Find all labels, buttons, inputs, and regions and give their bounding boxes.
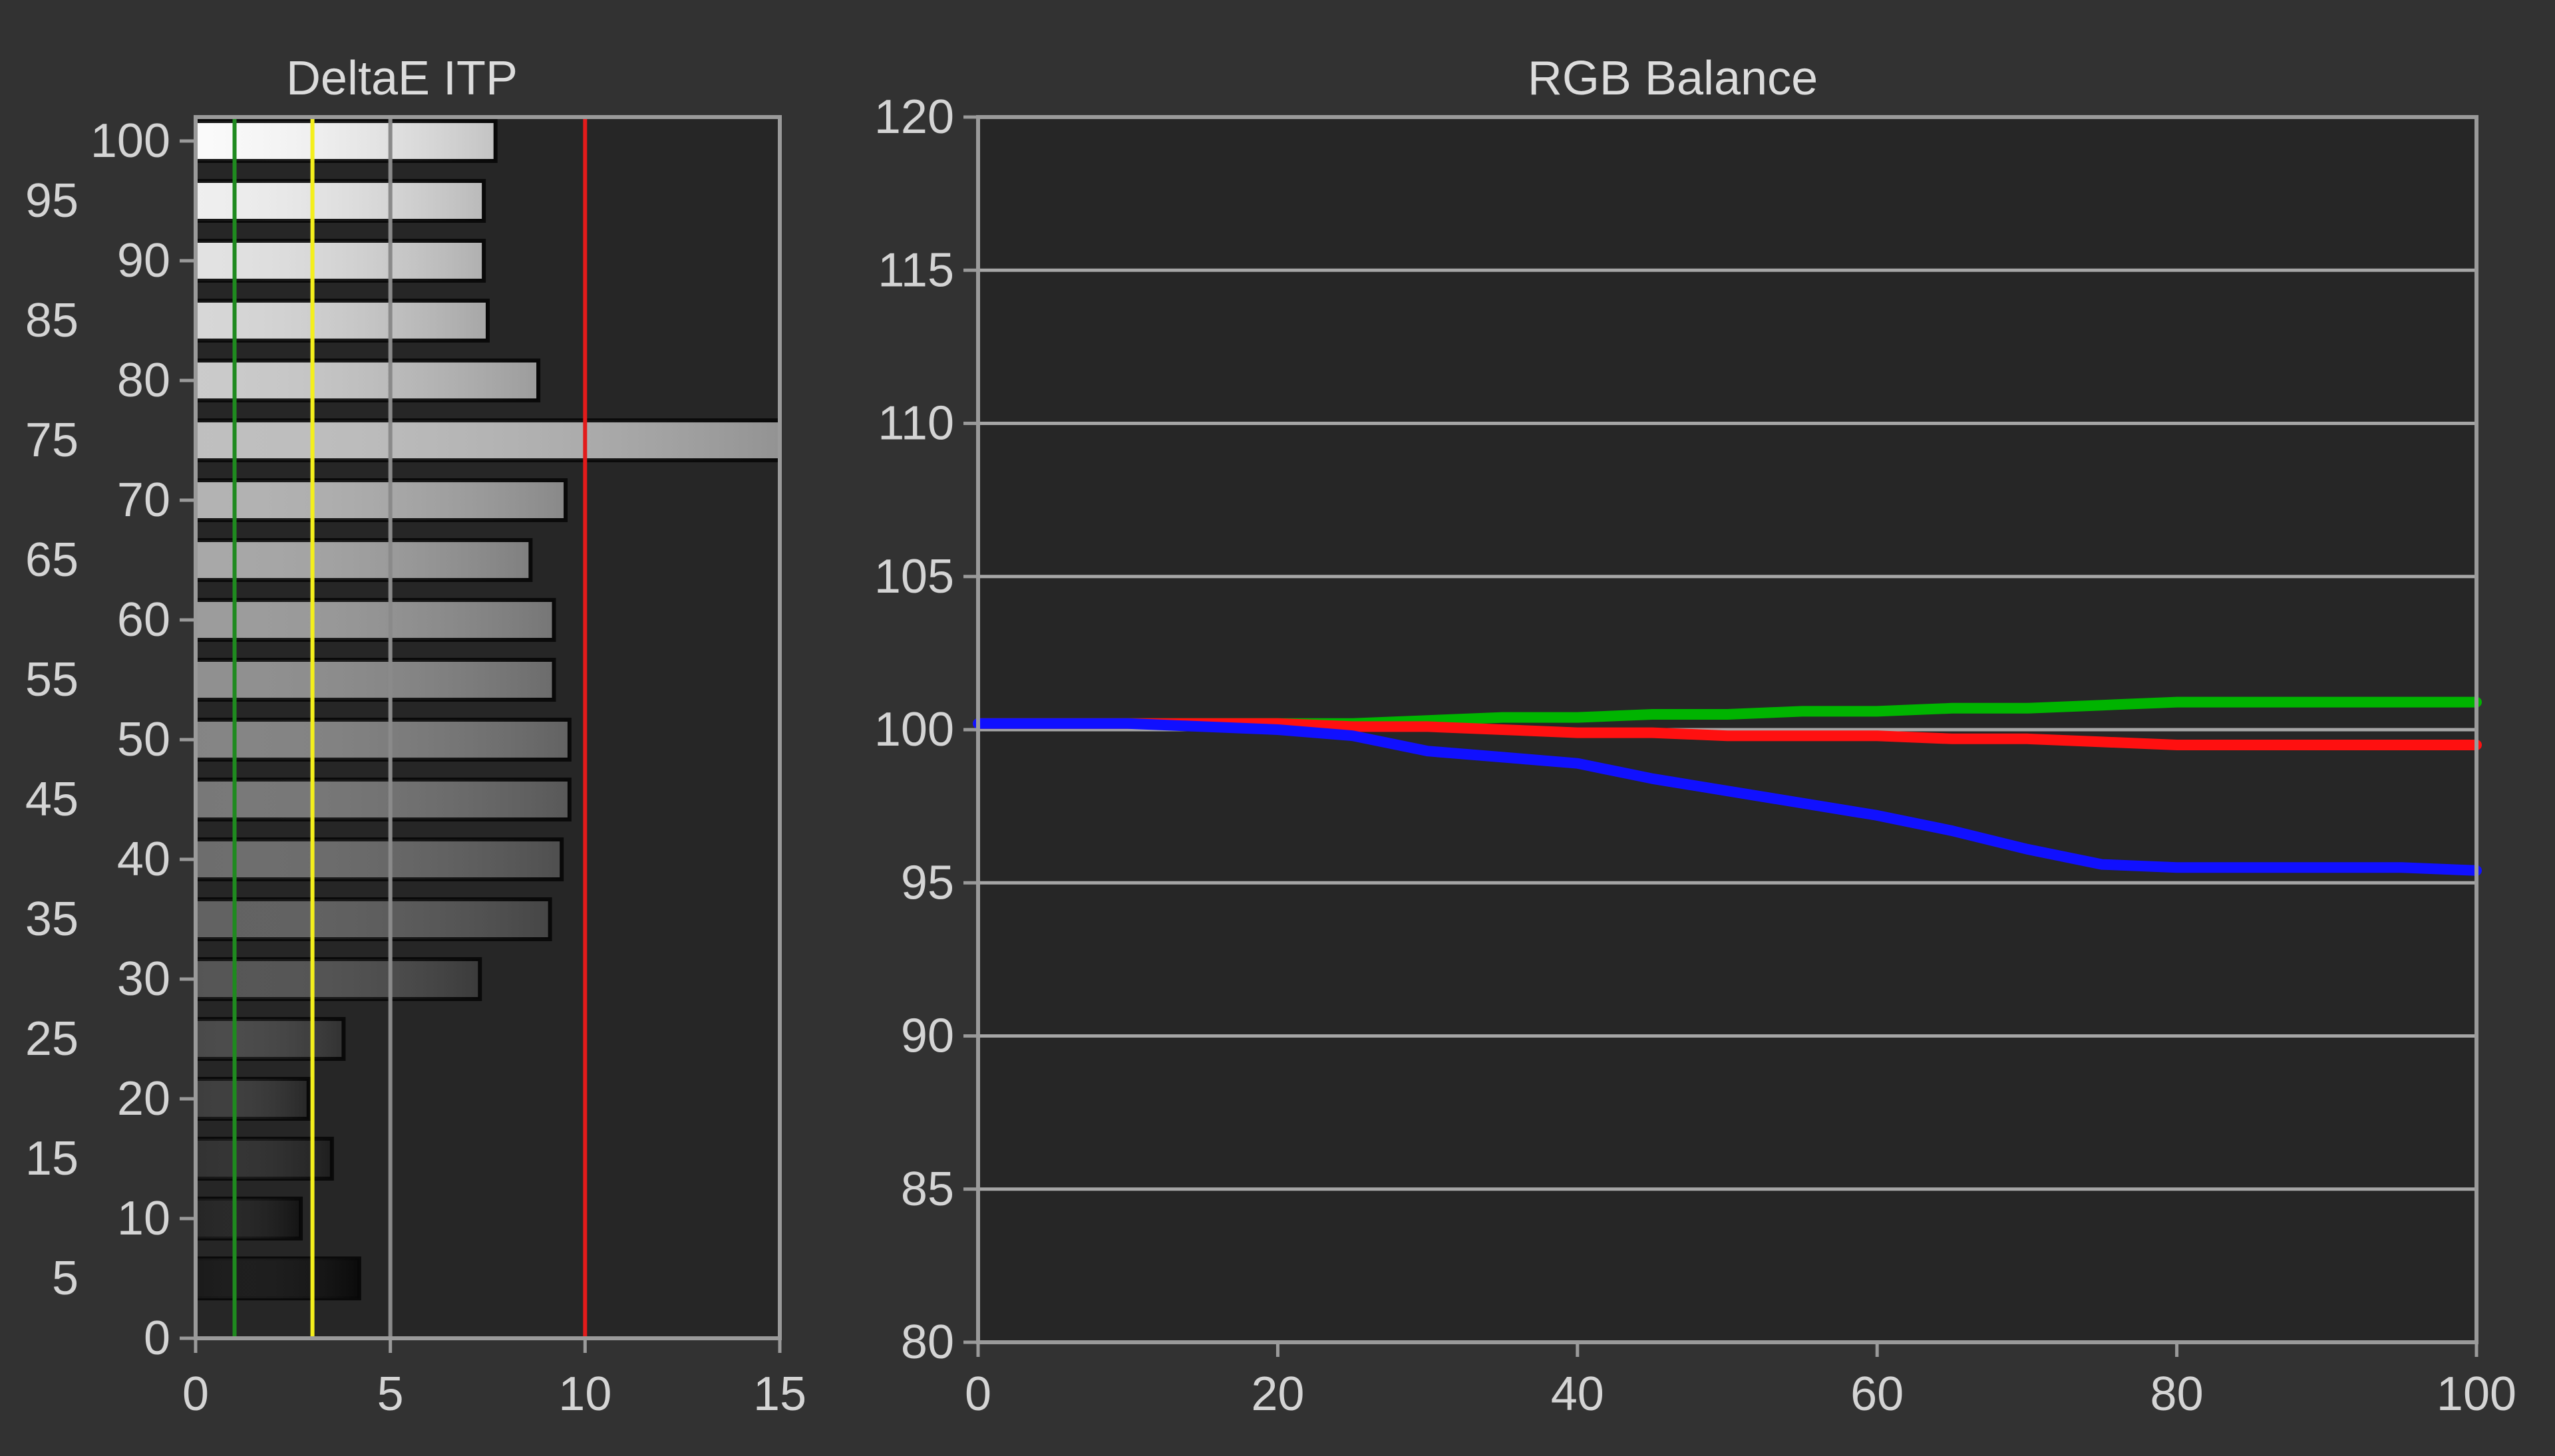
deltae-y-tick-label-0: 0: [144, 1312, 170, 1365]
rgb-chart-title: RGB Balance: [1528, 52, 1818, 105]
bar-shade-45: [196, 780, 570, 819]
bar-shade-80: [196, 361, 539, 400]
deltae-chart-title: DeltaE ITP: [286, 52, 518, 105]
rgb-y-tick-label-90: 90: [901, 1010, 954, 1063]
rgb-x-tick-label-80: 80: [2150, 1368, 2204, 1421]
bar-shade-55: [196, 660, 554, 700]
rgb-y-tick-label-85: 85: [901, 1163, 954, 1216]
rgb-y-tick-label-120: 120: [874, 90, 954, 144]
bar-shade-50: [196, 720, 570, 760]
deltae-y-tick-label-65: 65: [25, 533, 79, 587]
rgb-y-tick-label-95: 95: [901, 856, 954, 909]
bar-shade-65: [196, 540, 531, 580]
rgb-x-tick-label-60: 60: [1850, 1368, 1904, 1421]
deltae-y-tick-label-85: 85: [25, 294, 79, 347]
rgb-y-tick-label-100: 100: [874, 703, 954, 756]
bar-shade-100: [196, 121, 496, 161]
rgb-y-tick-label-105: 105: [874, 550, 954, 603]
bar-shade-75: [196, 420, 780, 460]
deltae-y-tick-label-55: 55: [25, 653, 79, 706]
deltae-y-tick-label-35: 35: [25, 893, 79, 946]
rgb-y-tick-label-80: 80: [901, 1316, 954, 1369]
deltae-y-tick-label-10: 10: [117, 1192, 170, 1245]
rgb-series-line-2: [973, 718, 2482, 876]
rgb-x-tick-label-40: 40: [1551, 1368, 1604, 1421]
rgb-y-tick-label-110: 110: [878, 397, 954, 450]
bar-shade-60: [196, 600, 554, 640]
deltae-y-tick-label-20: 20: [117, 1072, 170, 1125]
deltae-x-tick-label-5: 5: [377, 1368, 404, 1421]
deltae-y-tick-label-95: 95: [25, 174, 79, 227]
bar-shade-15: [196, 1139, 332, 1179]
deltae-y-tick-label-90: 90: [117, 234, 170, 287]
deltae-y-tick-label-50: 50: [117, 713, 170, 766]
deltae-y-tick-label-70: 70: [117, 474, 170, 527]
bar-shade-70: [196, 480, 566, 520]
deltae-x-tick-label-10: 10: [558, 1368, 611, 1421]
rgb-balance-plot: 80 85 90 95 100 105 110 115 120 0 20 40 60 80 100: [874, 90, 2516, 1421]
deltae-y-tick-label-30: 30: [117, 952, 170, 1006]
deltae-x-tick-label-15: 15: [753, 1368, 806, 1421]
deltae-x-tick-label-0: 0: [182, 1368, 209, 1421]
bar-shade-35: [196, 899, 550, 939]
bar-shade-25: [196, 1019, 344, 1059]
deltae-y-tick-label-80: 80: [117, 354, 170, 407]
bar-shade-5: [196, 1258, 359, 1298]
bar-shade-20: [196, 1079, 309, 1119]
rgb-x-tick-label-100: 100: [2437, 1368, 2516, 1421]
bar-shade-30: [196, 959, 480, 999]
bar-shade-10: [196, 1199, 301, 1238]
bar-shade-85: [196, 301, 488, 341]
deltae-plot-frame: [194, 115, 782, 1340]
bar-shade-40: [196, 839, 562, 879]
rgb-x-tick-label-20: 20: [1251, 1368, 1304, 1421]
rgb-x-tick-label-0: 0: [965, 1368, 991, 1421]
bar-shade-95: [196, 181, 484, 221]
deltae-y-tick-label-100: 100: [90, 114, 170, 168]
bar-shade-90: [196, 241, 484, 281]
deltae-plot: 0510152025303540455055606570758085909510…: [25, 114, 806, 1421]
deltae-y-tick-label-45: 45: [25, 773, 79, 826]
deltae-y-tick-label-25: 25: [25, 1012, 79, 1066]
deltae-y-tick-label-60: 60: [117, 593, 170, 647]
deltae-y-tick-label-15: 15: [25, 1132, 79, 1185]
deltae-y-tick-label-75: 75: [25, 414, 79, 467]
rgb-y-tick-label-115: 115: [878, 243, 954, 297]
deltae-y-tick-label-40: 40: [117, 833, 170, 886]
deltae-y-tick-label-5: 5: [52, 1252, 79, 1305]
